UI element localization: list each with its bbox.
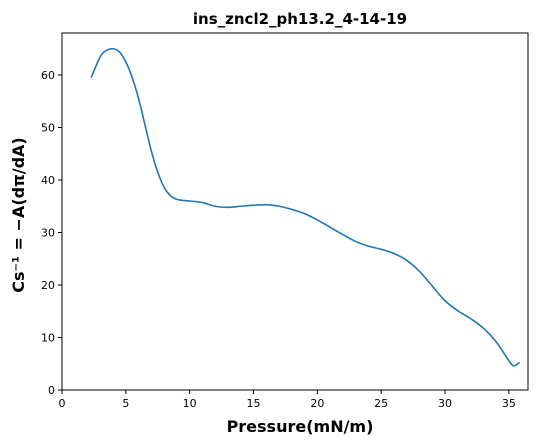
x-tick-label: 25	[374, 397, 388, 410]
y-tick-label: 50	[41, 122, 55, 135]
x-tick-label: 35	[502, 397, 516, 410]
y-tick-label: 60	[41, 69, 55, 82]
x-tick-label: 10	[183, 397, 197, 410]
x-tick-label: 5	[122, 397, 129, 410]
y-tick-label: 30	[41, 227, 55, 240]
y-tick-label: 0	[48, 384, 55, 397]
x-axis-label: Pressure(mN/m)	[227, 417, 374, 436]
y-tick-label: 40	[41, 174, 55, 187]
x-tick-label: 30	[438, 397, 452, 410]
x-tick-label: 0	[59, 397, 66, 410]
x-axis-ticks: 0 5 10 15 20 25 30 35	[59, 390, 516, 410]
y-axis-ticks: 0 10 20 30 40 50 60	[41, 69, 62, 397]
y-tick-label: 10	[41, 332, 55, 345]
plot-area-frame	[61, 32, 529, 391]
x-tick-label: 20	[310, 397, 324, 410]
series-line	[90, 47, 520, 367]
x-tick-label: 15	[247, 397, 261, 410]
chart-title: ins_zncl2_ph13.2_4-14-19	[193, 10, 407, 28]
y-axis-label: Cs⁻¹ = −A(dπ/dA)	[9, 137, 28, 292]
y-tick-label: 20	[41, 279, 55, 292]
